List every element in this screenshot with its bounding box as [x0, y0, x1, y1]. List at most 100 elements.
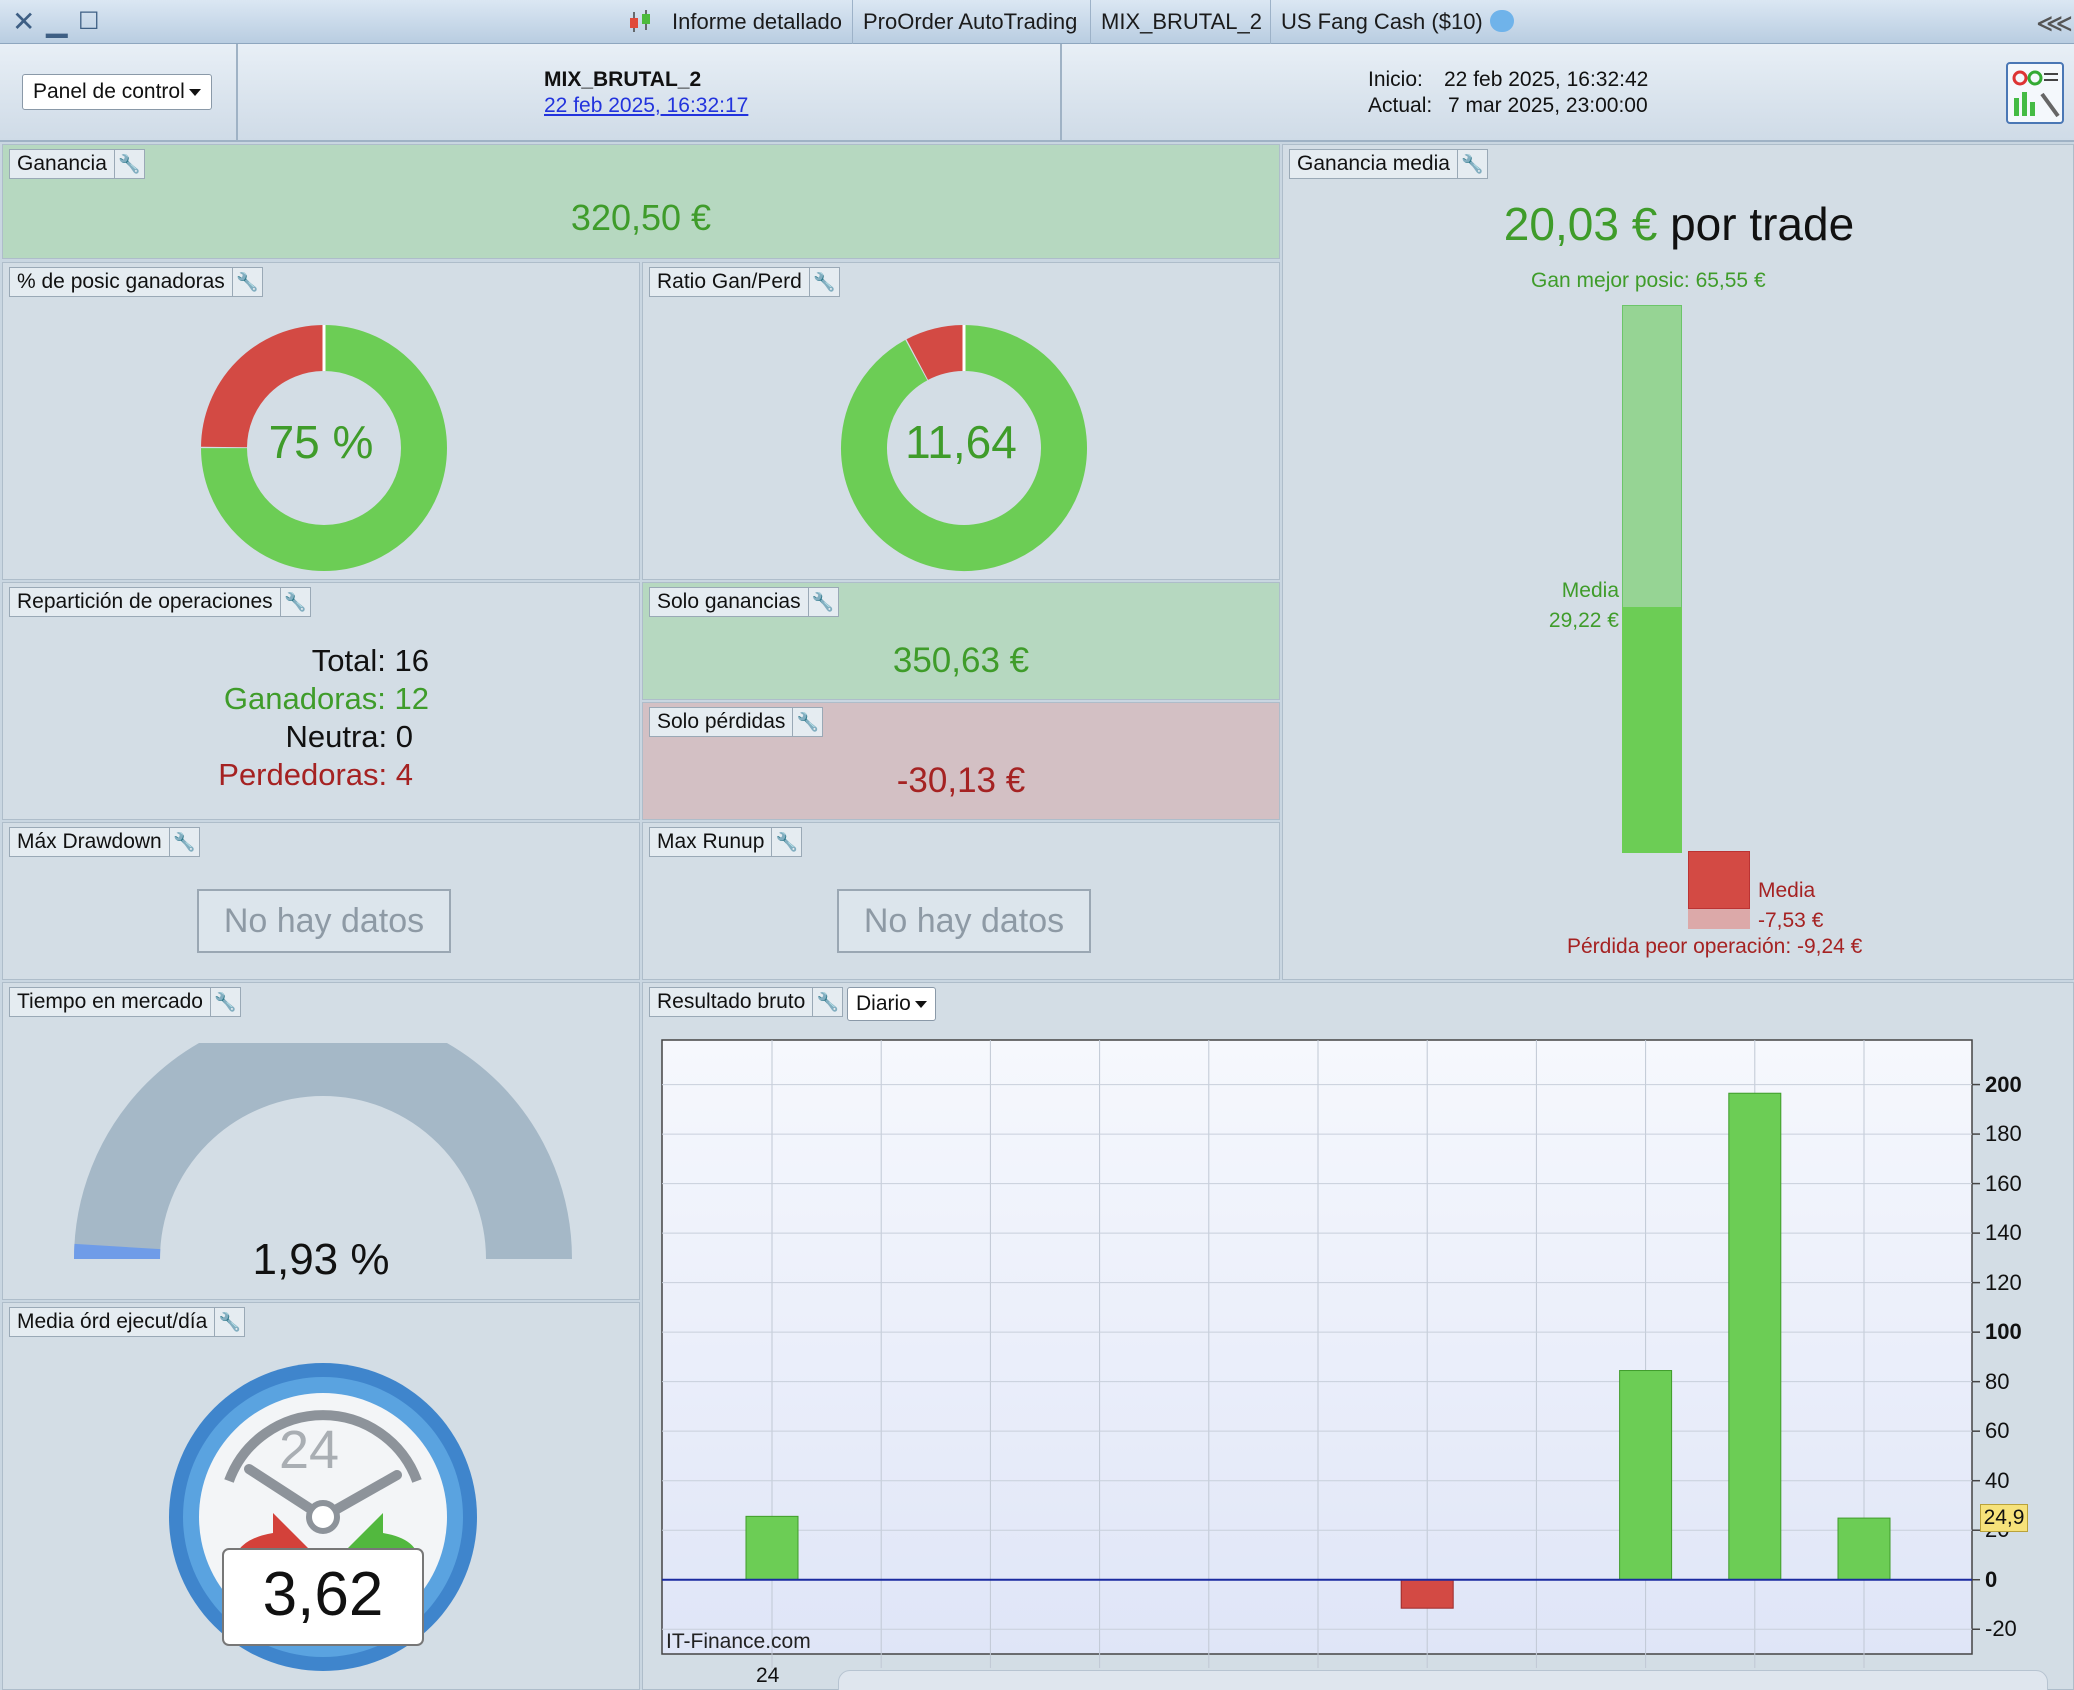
ratio-value: 11,64 [905, 416, 1017, 468]
y-tick-label: 160 [1985, 1170, 2022, 1196]
it-finance-watermark: IT-Finance.com [666, 1630, 811, 1653]
wrench-icon[interactable]: 🔧 [280, 587, 311, 617]
solo-perdidas-panel: Solo pérdidas 🔧 -30,13 € [642, 702, 1280, 820]
minimize-icon[interactable]: ▁ [46, 6, 68, 37]
losing-ops: Perdedoras: 4 [218, 757, 413, 792]
wrench-icon[interactable]: 🔧 [793, 707, 824, 737]
ganancia-media-suffix: por trade [1670, 198, 1855, 250]
wrench-icon[interactable]: 🔧 [1457, 149, 1488, 179]
ganancia-media-title: Ganancia media [1289, 149, 1458, 179]
y-tick-label: 120 [1985, 1269, 2022, 1295]
y-tick-label: 40 [1985, 1467, 2010, 1493]
reparticion-title: Repartición de operaciones [9, 587, 281, 617]
clock-24-label: 24 [279, 1420, 340, 1480]
ganancia-panel: Ganancia 🔧 320,50 € [2, 144, 1280, 259]
last-value-badge: 24,9 [1980, 1504, 2028, 1533]
panel-title: Máx Drawdown 🔧 [9, 827, 200, 857]
maximize-icon[interactable]: ☐ [78, 8, 100, 35]
donut-red-segment [201, 325, 325, 449]
tab-instrument[interactable]: US Fang Cash ($10) [1270, 0, 1493, 44]
avg-gain-label: Media [1561, 579, 1619, 602]
tab-proorder-autotrading[interactable]: ProOrder AutoTrading [852, 0, 1087, 44]
avg-loss-label: Media [1758, 879, 1816, 902]
resultado-bruto-title: Resultado bruto [649, 987, 814, 1017]
divider [1060, 44, 1062, 142]
tab-strategy[interactable]: MIX_BRUTAL_2 [1090, 0, 1272, 44]
resultado-bruto-panel: Resultado bruto 🔧 Diario [642, 982, 2074, 1690]
y-tick-label: 100 [1985, 1319, 2022, 1345]
candlestick-icon [626, 8, 656, 36]
report-settings-icon[interactable] [2006, 62, 2064, 124]
panel-selector[interactable]: Panel de control [22, 74, 212, 110]
donut-red-segment [906, 325, 965, 381]
tiempo-mercado-value: 1,93 % [252, 1235, 390, 1284]
pct-ganadoras-title: % de posic ganadoras [9, 267, 233, 297]
panel-title: Solo pérdidas 🔧 [649, 707, 824, 737]
ratio-title: Ratio Gan/Perd [649, 267, 810, 297]
clock-icon [169, 1363, 477, 1671]
close-icon[interactable]: ✕ [12, 6, 36, 37]
donut-green-segment [841, 325, 1087, 571]
wrench-icon[interactable]: 🔧 [232, 267, 263, 297]
total-ops: Total: 16 [311, 643, 429, 678]
wrench-icon[interactable]: 🔧 [114, 149, 145, 179]
wrench-icon[interactable]: 🔧 [772, 827, 803, 857]
ratio-donut [841, 325, 1087, 571]
ganancia-media-value: 20,03 € [1503, 198, 1658, 250]
tiempo-mercado-panel: Tiempo en mercado 🔧 1,93 % [2, 982, 640, 1300]
pct-ganadoras-panel: % de posic ganadoras 🔧 75 % [2, 262, 640, 580]
max-runup-panel: Max Runup 🔧 No hay datos [642, 822, 1280, 980]
panel-title: Solo ganancias 🔧 [649, 587, 839, 617]
actual-label: Actual: [1368, 94, 1433, 117]
y-tick-label: 80 [1985, 1368, 2010, 1394]
reparticion-panel: Repartición de operaciones 🔧 Total: 16 Ga… [2, 582, 640, 820]
ratio-panel: Ratio Gan/Perd 🔧 11,64 [642, 262, 1280, 580]
title-bar: ✕ ▁ ☐ Informe detallado ProOrder AutoTra… [0, 0, 2074, 44]
solo-perdidas-title: Solo pérdidas [649, 707, 794, 737]
share-icon[interactable]: ⋘ [2036, 8, 2073, 38]
media-ordenes-value: 3,62 [262, 1560, 384, 1629]
ganancia-media-panel: Ganancia media 🔧 20,03 € por trade Gan me… [1282, 144, 2074, 980]
solo-ganancias-title: Solo ganancias [649, 587, 809, 617]
chevron-down-icon [914, 1000, 927, 1008]
tab-informe-detallado[interactable]: Informe detallado [672, 9, 842, 34]
y-tick-label: 180 [1985, 1121, 2022, 1147]
y-tick-label: 60 [1985, 1418, 2010, 1444]
report-header: Panel de control MIX_BRUTAL_2 22 feb 202… [0, 44, 2074, 142]
inicio-label: Inicio: [1368, 68, 1423, 91]
period-select[interactable]: Diario [847, 987, 936, 1021]
y-tick-label: -20 [1985, 1616, 2017, 1642]
y-tick-label: 140 [1985, 1220, 2022, 1246]
strategy-date-link[interactable]: 22 feb 2025, 16:32:17 [544, 94, 749, 117]
chat-icon[interactable] [1490, 10, 1514, 32]
solo-ganancias-panel: Solo ganancias 🔧 350,63 € [642, 582, 1280, 700]
avg-loss-value: -7,53 € [1758, 909, 1824, 932]
wrench-icon[interactable]: 🔧 [210, 987, 241, 1017]
donut-green-segment [201, 325, 447, 571]
panel-title: Ratio Gan/Perd 🔧 [649, 267, 840, 297]
solo-ganancias-value: 350,63 € [892, 641, 1030, 680]
gauge-track [74, 1043, 572, 1260]
panel-title: Repartición de operaciones 🔧 [9, 587, 311, 617]
y-tick-label: 200 [1985, 1071, 2022, 1097]
panel-title: % de posic ganadoras 🔧 [9, 267, 263, 297]
wrench-icon[interactable]: 🔧 [215, 1307, 246, 1337]
inicio-value: 22 feb 2025, 16:32:42 [1444, 68, 1649, 91]
wrench-icon[interactable]: 🔧 [808, 587, 839, 617]
actual-value: 7 mar 2025, 23:00:00 [1448, 94, 1648, 117]
wrench-icon[interactable]: 🔧 [169, 827, 200, 857]
panel-title: Resultado bruto 🔧 [649, 987, 844, 1017]
avg-loss-bar [1688, 851, 1750, 909]
wrench-icon[interactable]: 🔧 [813, 987, 844, 1017]
max-drawdown-title: Máx Drawdown [9, 827, 170, 857]
panel-title: Max Runup 🔧 [649, 827, 803, 857]
no-data-box: No hay datos [837, 889, 1091, 953]
avg-gain-value: 29,22 € [1548, 609, 1619, 632]
best-trade-label: Gan mejor posic: 65,55 € [1531, 269, 1766, 292]
wrench-icon[interactable]: 🔧 [809, 267, 840, 297]
win-pct-donut [201, 325, 447, 571]
panel-title: Ganancia media 🔧 [1289, 149, 1488, 179]
panel-title: Tiempo en mercado 🔧 [9, 987, 241, 1017]
tiempo-mercado-title: Tiempo en mercado [9, 987, 211, 1017]
divider [236, 44, 238, 142]
